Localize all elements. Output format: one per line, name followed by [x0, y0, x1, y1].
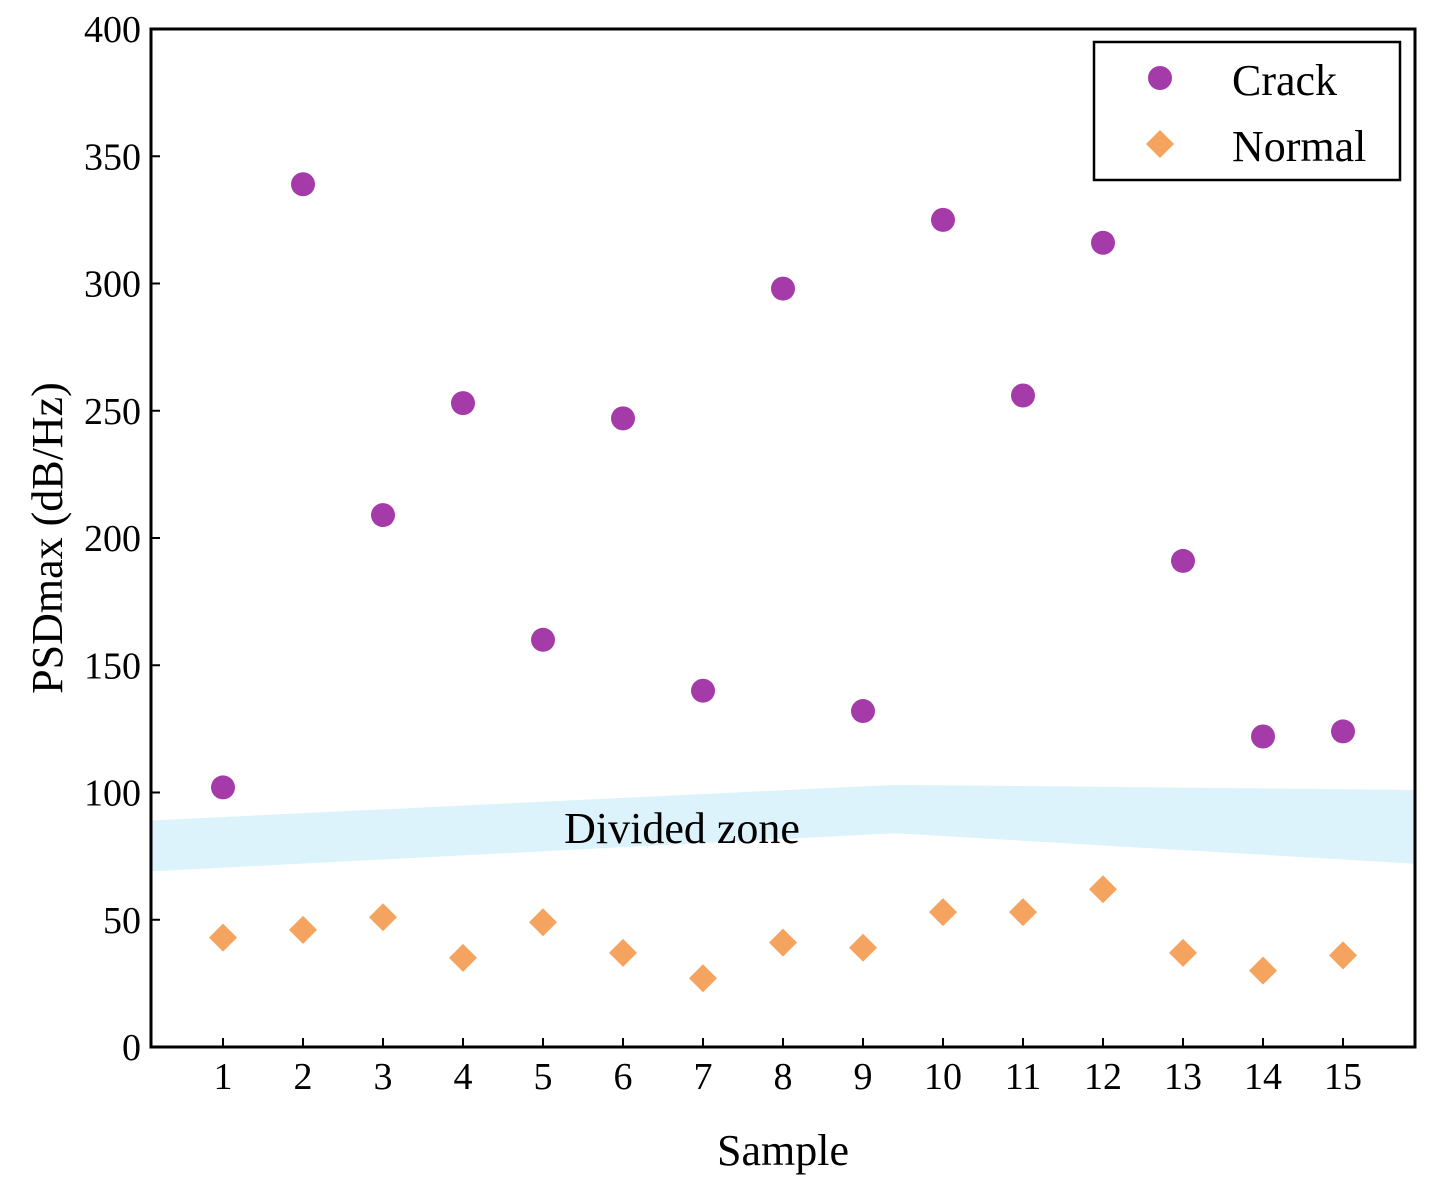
normal-point	[289, 915, 317, 944]
y-tick-label: 0	[122, 1027, 141, 1069]
crack-point	[1011, 383, 1035, 408]
y-tick-label: 300	[84, 264, 141, 306]
crack-point	[691, 678, 715, 703]
normal-point	[1089, 875, 1117, 904]
x-tick-label: 6	[614, 1056, 633, 1098]
y-tick-label: 200	[84, 518, 141, 560]
divided-zone-band	[151, 784, 1415, 872]
y-tick-label: 50	[103, 900, 141, 942]
crack-point	[611, 406, 635, 431]
plot-frame	[149, 27, 1417, 1049]
normal-point	[929, 898, 957, 927]
legend-normal-marker	[1146, 130, 1174, 158]
normal-point	[209, 923, 237, 952]
y-tick-label: 150	[84, 645, 141, 687]
normal-point	[609, 938, 637, 967]
x-tick-label: 15	[1324, 1056, 1362, 1098]
crack-point	[291, 172, 315, 197]
x-tick-label: 12	[1084, 1056, 1122, 1098]
x-tick-label: 1	[214, 1056, 233, 1098]
crack-point	[851, 699, 875, 724]
normal-point	[369, 903, 397, 932]
crack-point	[1171, 548, 1195, 573]
y-tick-label: 400	[84, 9, 141, 51]
normal-point	[1169, 938, 1197, 967]
crack-point	[211, 775, 235, 800]
normal-point	[689, 964, 717, 993]
normal-point	[529, 908, 557, 937]
x-tick-label: 10	[924, 1056, 962, 1098]
data-points	[209, 172, 1357, 993]
x-tick-label: 8	[774, 1056, 793, 1098]
legend-crack-marker	[1148, 66, 1172, 90]
normal-point	[1329, 941, 1357, 970]
normal-point	[1009, 898, 1037, 927]
crack-point	[371, 503, 395, 528]
y-tick-label: 250	[84, 391, 141, 433]
x-tick-label: 13	[1164, 1056, 1202, 1098]
normal-point	[1249, 956, 1277, 985]
x-tick-label: 7	[694, 1056, 713, 1098]
y-axis-title: PSDmax (dB/Hz)	[23, 382, 72, 694]
x-tick-label: 11	[1005, 1056, 1042, 1098]
crack-point	[451, 391, 475, 416]
x-tick-label: 2	[294, 1056, 313, 1098]
x-axis-title: Sample	[717, 1126, 849, 1175]
divided-zone-label: Divided zone	[564, 804, 800, 853]
crack-point	[1091, 230, 1115, 255]
x-tick-label: 9	[854, 1056, 873, 1098]
divided-zone-area	[151, 784, 1415, 872]
crack-point	[771, 276, 795, 301]
normal-point	[769, 928, 797, 957]
legend-crack-label: Crack	[1232, 56, 1337, 105]
normal-point	[849, 933, 877, 962]
legend-box	[1092, 40, 1402, 182]
x-tick-label: 5	[534, 1056, 553, 1098]
crack-point	[1251, 724, 1275, 749]
x-tick-label: 14	[1244, 1056, 1282, 1098]
crack-point	[531, 627, 555, 652]
crack-point	[931, 207, 955, 232]
legend-normal-label: Normal	[1232, 122, 1366, 171]
x-tick-label: 3	[374, 1056, 393, 1098]
normal-point	[449, 943, 477, 972]
crack-point	[1331, 719, 1355, 744]
y-tick-label: 350	[84, 136, 141, 178]
x-tick-label: 4	[454, 1056, 473, 1098]
legend: Crack Normal	[1092, 40, 1402, 182]
y-tick-label: 100	[84, 773, 141, 815]
